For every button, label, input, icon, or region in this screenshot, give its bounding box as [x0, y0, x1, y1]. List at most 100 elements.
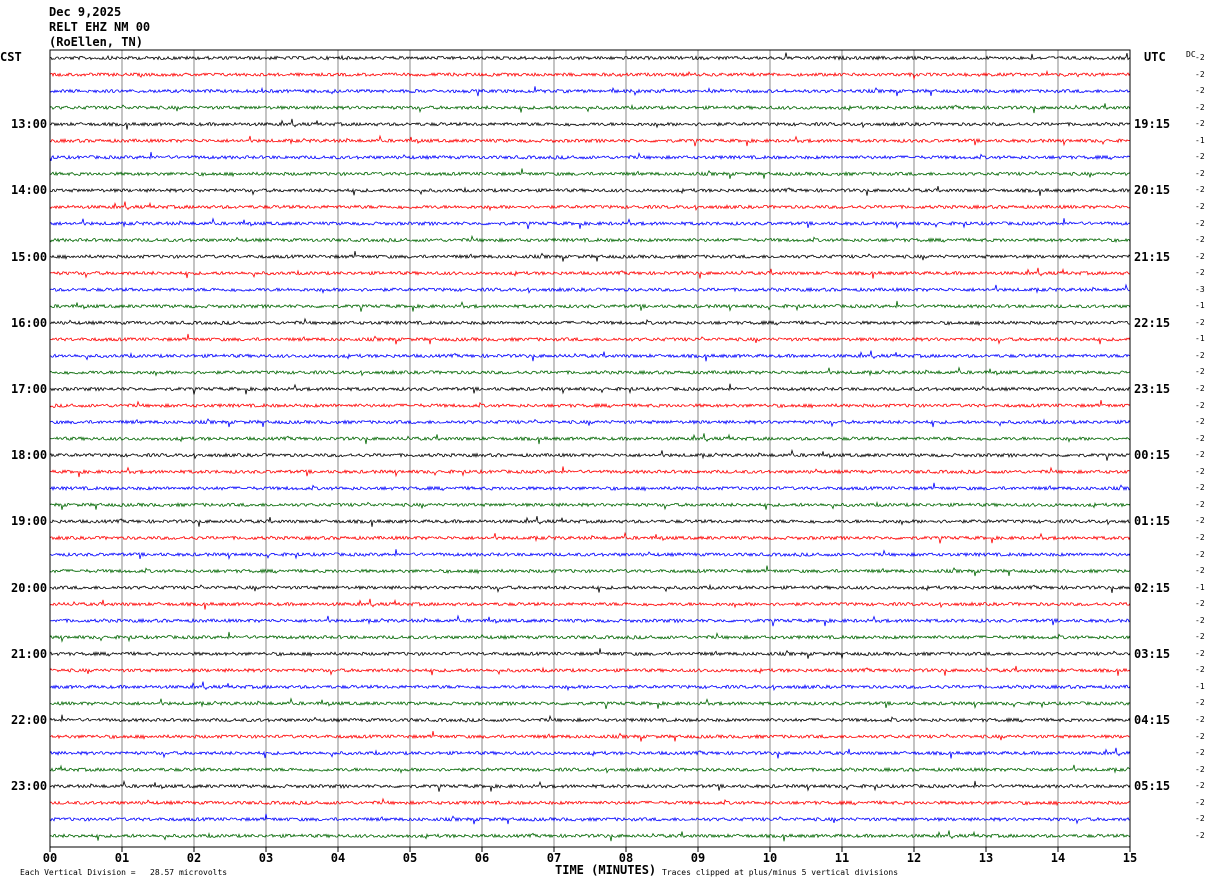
left-hour-label: 19:00 — [11, 514, 48, 529]
dc-offset-label: -2 — [1195, 615, 1205, 625]
x-tick-label: 15 — [1123, 851, 1137, 865]
trace-line-27 — [49, 482, 1131, 492]
trace-line-23 — [49, 418, 1131, 428]
dc-offset-label: -2 — [1195, 466, 1205, 476]
trace-line-20 — [49, 366, 1131, 377]
trace-line-32 — [49, 565, 1131, 577]
trace-line-48 — [49, 830, 1131, 842]
trace-line-36 — [49, 631, 1131, 643]
trace-line-41 — [49, 714, 1131, 723]
trace-line-46 — [49, 797, 1131, 807]
dc-offset-label: -2 — [1195, 69, 1205, 79]
time-grid — [121, 50, 1059, 847]
dc-offset-label: -1 — [1195, 681, 1205, 691]
x-tick-label: 13 — [979, 851, 993, 865]
x-tick-label: 08 — [619, 851, 633, 865]
dc-offset-label: -2 — [1195, 499, 1205, 509]
trace-line-18 — [50, 333, 1131, 345]
x-tick-label: 01 — [115, 851, 129, 865]
left-hour-label: 18:00 — [11, 448, 48, 463]
dc-offset-label: -2 — [1195, 168, 1205, 178]
dc-offset-label: -2 — [1195, 235, 1205, 245]
trace-line-47 — [49, 813, 1131, 825]
trace-line-22 — [49, 400, 1131, 409]
left-hour-label: 13:00 — [11, 117, 48, 132]
left-hour-label: 15:00 — [11, 249, 48, 264]
trace-line-4 — [49, 103, 1131, 114]
dc-offset-label: -2 — [1195, 549, 1205, 559]
right-hour-label: 23:15 — [1134, 382, 1171, 396]
dc-offset-label: -2 — [1195, 218, 1205, 228]
scale-note: Each Vertical Division = 28.57 microvolt… — [20, 868, 228, 877]
trace-line-39 — [49, 681, 1131, 692]
dc-offset-label: -2 — [1195, 483, 1205, 493]
trace-line-10 — [49, 201, 1131, 212]
trace-line-24 — [49, 433, 1131, 445]
right-hour-label: 01:15 — [1134, 514, 1171, 529]
x-tick-label: 10 — [763, 851, 777, 865]
dc-offset-label: -2 — [1195, 599, 1205, 609]
right-hour-label: 02:15 — [1134, 580, 1171, 595]
x-tick-label: 02 — [187, 851, 201, 865]
x-axis-title: TIME (MINUTES) — [555, 863, 657, 877]
right-hour-label: 19:15 — [1134, 117, 1171, 132]
x-tick-label: 09 — [691, 851, 705, 865]
trace-line-7 — [49, 151, 1131, 162]
trace-line-37 — [49, 648, 1131, 659]
dc-offset-label: -2 — [1195, 715, 1205, 724]
dc-offset-label: -2 — [1195, 648, 1205, 658]
dc-offset-label: -2 — [1195, 201, 1205, 211]
trace-line-29 — [49, 516, 1130, 527]
x-axis-ticks: 00 01 02 03 04 05 06 07 08 09 10 11 12 13 14 15 — [43, 847, 1137, 865]
trace-line-43 — [49, 747, 1131, 759]
trace-line-33 — [49, 583, 1131, 593]
trace-line-1 — [49, 52, 1131, 61]
dc-offset-label: -1 — [1195, 301, 1205, 311]
dc-offset-label: -2 — [1195, 632, 1205, 642]
trace-line-13 — [49, 251, 1131, 262]
dc-offset-label: -2 — [1195, 400, 1205, 410]
x-tick-label: 12 — [907, 851, 921, 865]
left-timezone-label: CST — [0, 50, 22, 64]
x-tick-label: 14 — [1051, 851, 1065, 865]
dc-offset-label: -2 — [1195, 152, 1205, 162]
trace-line-6 — [49, 134, 1131, 147]
dc-offset-label: -2 — [1195, 450, 1205, 460]
right-hour-label: 00:15 — [1134, 448, 1171, 463]
trace-line-2 — [49, 69, 1131, 81]
x-tick-label: 11 — [835, 851, 849, 865]
dc-offset-label: -2 — [1195, 698, 1205, 708]
dc-offset-label: -2 — [1195, 764, 1205, 774]
trace-line-17 — [49, 317, 1131, 327]
x-tick-label: 05 — [403, 851, 417, 865]
dc-offset-label: -2 — [1195, 317, 1205, 327]
dc-offset-label: -2 — [1195, 665, 1205, 675]
trace-line-40 — [49, 697, 1131, 710]
trace-line-28 — [49, 501, 1131, 511]
trace-line-34 — [49, 598, 1131, 610]
right-timezone-label: UTC — [1144, 50, 1166, 64]
trace-line-12 — [49, 234, 1131, 244]
dc-offset-label: -2 — [1195, 516, 1205, 526]
dc-offset-label: -2 — [1195, 417, 1205, 427]
left-hour-label: 17:00 — [11, 382, 48, 396]
dc-offset-label: -2 — [1195, 185, 1205, 195]
trace-line-16 — [49, 300, 1131, 312]
dc-offset-label: -2 — [1195, 781, 1205, 791]
left-hour-label: 22:00 — [11, 713, 48, 727]
dc-offset-label: -2 — [1195, 367, 1205, 377]
dc-offset-label: -2 — [1195, 384, 1205, 393]
left-hour-label: 16:00 — [11, 315, 48, 330]
right-hour-label: 20:15 — [1134, 183, 1171, 198]
dc-offset-label: -3 — [1195, 284, 1205, 294]
left-hour-label: 20:00 — [11, 580, 48, 595]
dc-offset-label: -2 — [1195, 251, 1205, 261]
dc-offset-header: DC — [1186, 50, 1196, 59]
trace-line-9 — [49, 186, 1131, 196]
x-tick-label: 04 — [331, 851, 345, 865]
dc-offset-label: -2 — [1195, 119, 1205, 129]
dc-offset-label: -2 — [1195, 86, 1205, 96]
left-hour-label: 21:00 — [11, 646, 48, 661]
right-hour-label: 22:15 — [1134, 315, 1171, 330]
right-hour-label: 05:15 — [1134, 779, 1171, 794]
